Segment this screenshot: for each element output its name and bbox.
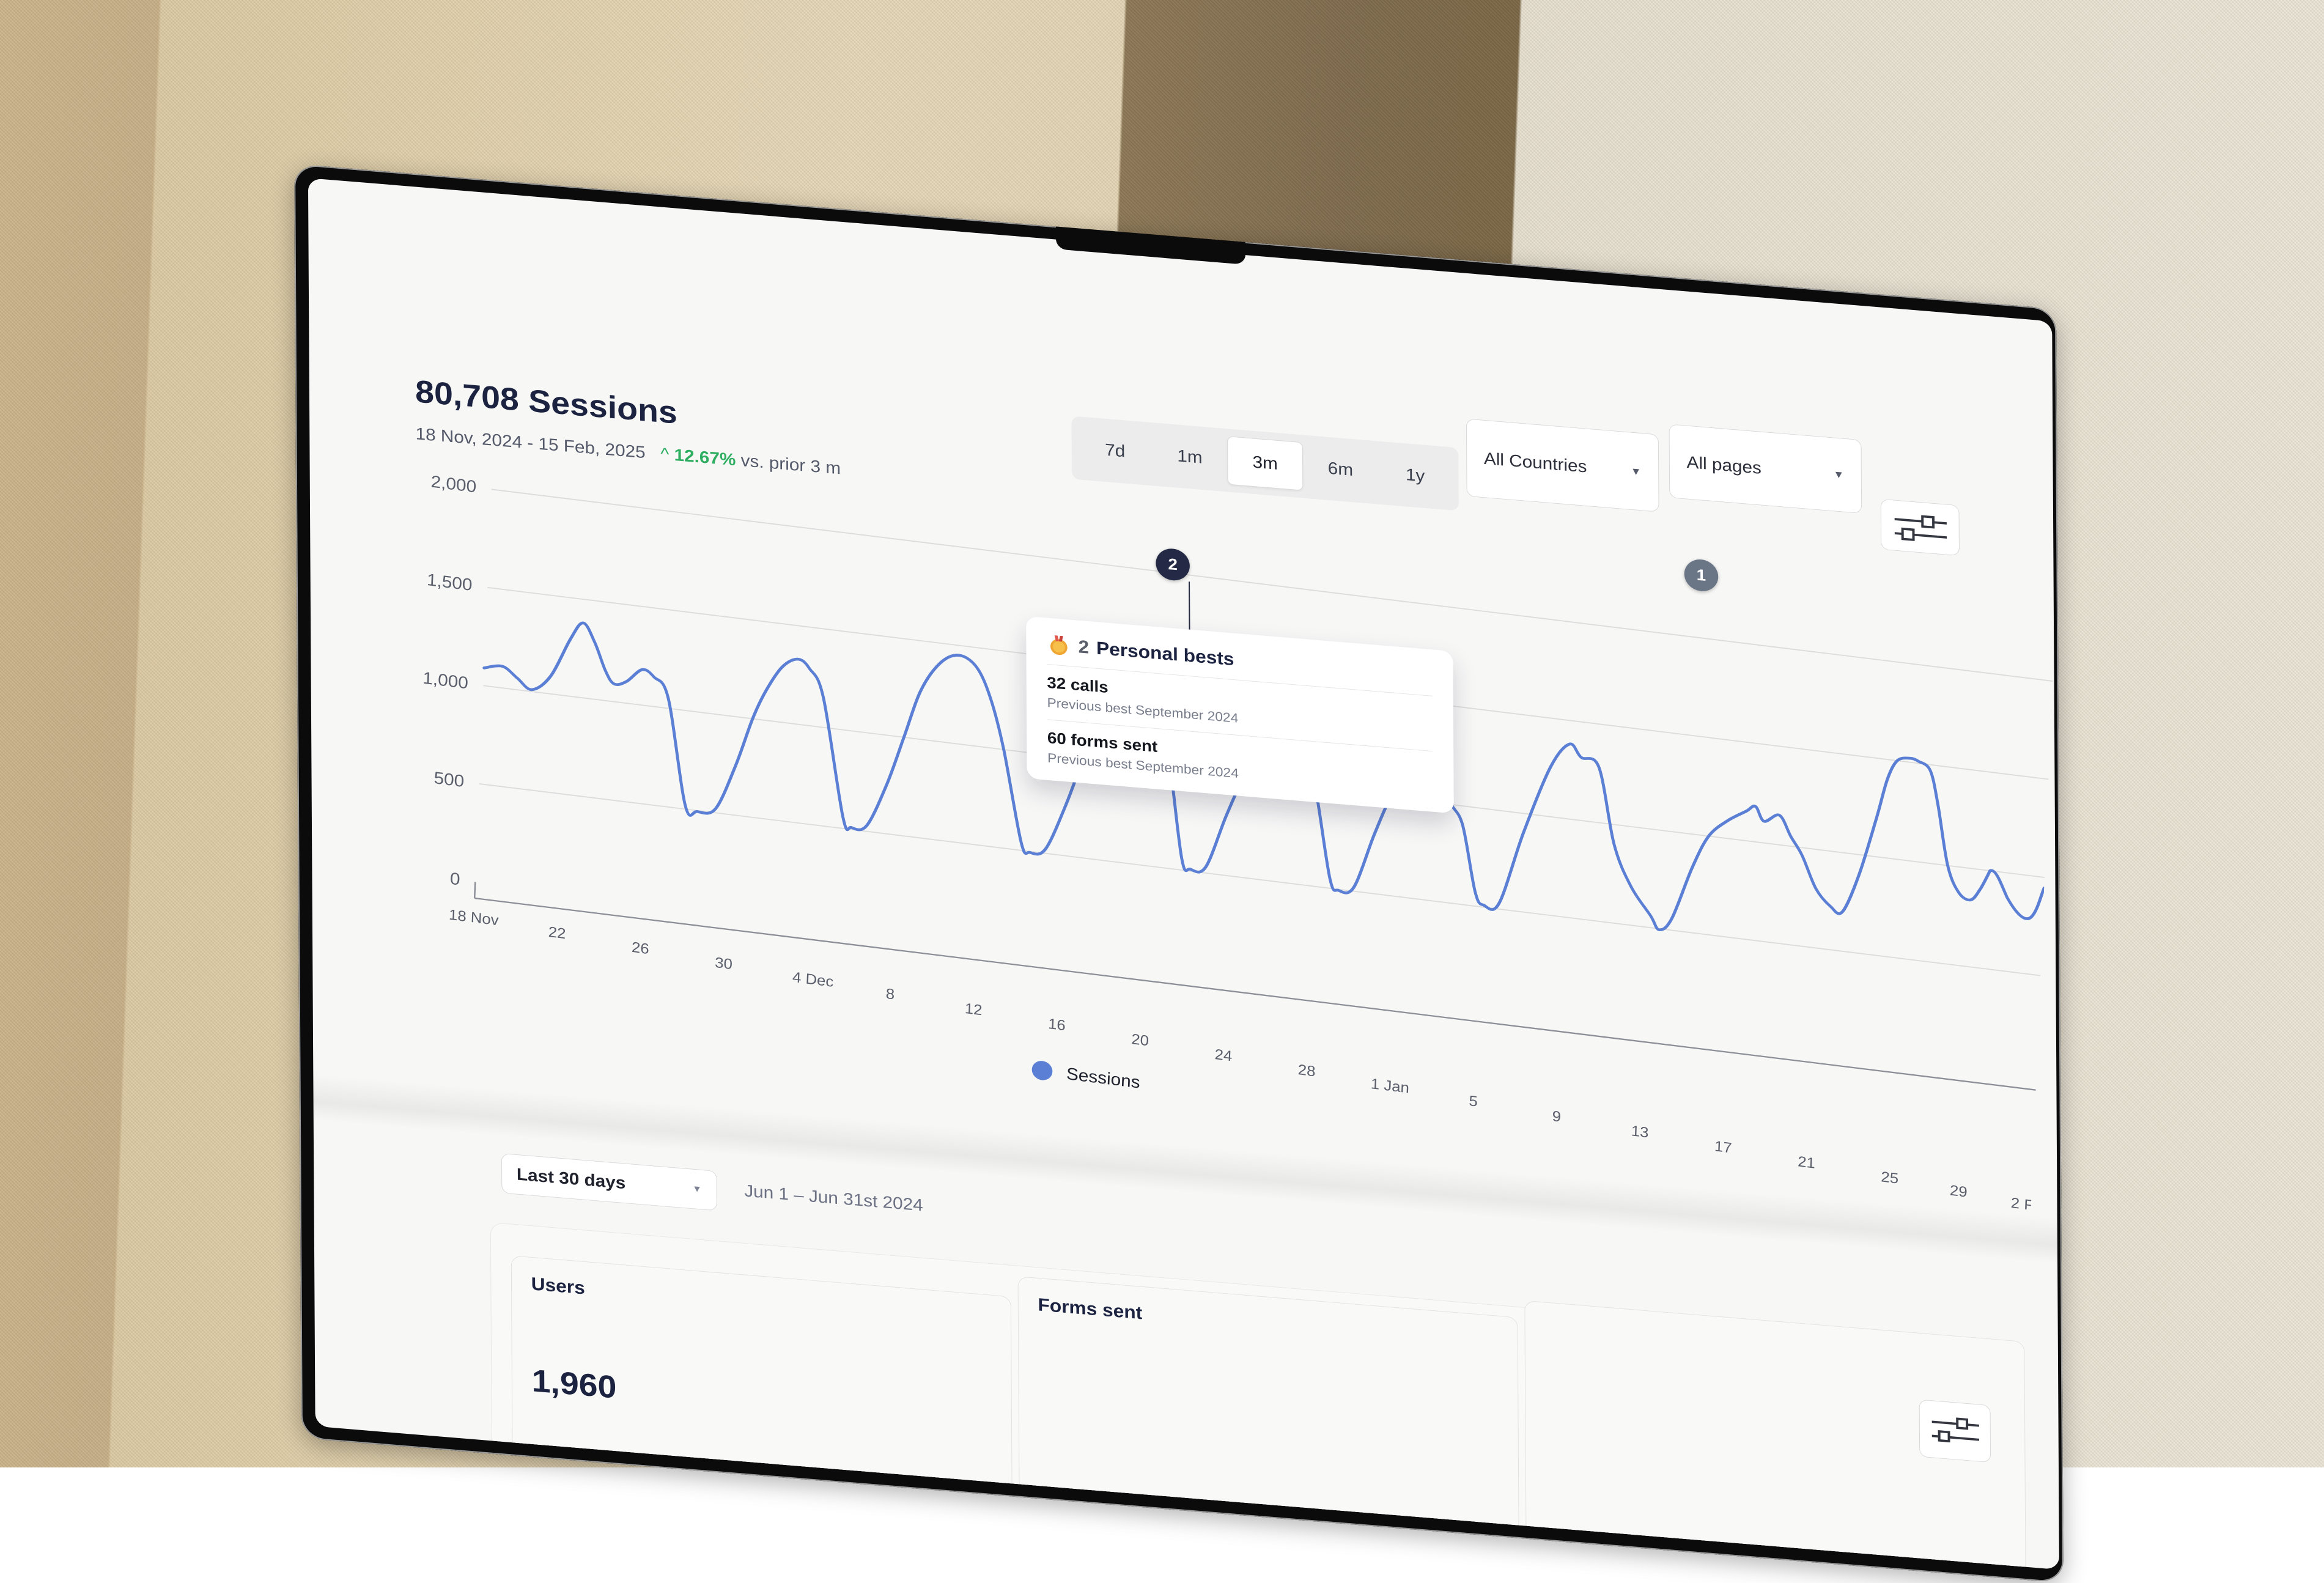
svg-text:21: 21 — [1798, 1153, 1816, 1172]
svg-text:4 Dec: 4 Dec — [792, 969, 834, 991]
svg-text:2,000: 2,000 — [430, 472, 477, 496]
svg-text:25: 25 — [1881, 1168, 1899, 1187]
svg-text:17: 17 — [1714, 1138, 1732, 1156]
svg-text:24: 24 — [1214, 1046, 1233, 1065]
svg-text:12: 12 — [964, 1000, 983, 1019]
svg-text:500: 500 — [433, 769, 465, 791]
svg-text:22: 22 — [548, 924, 566, 942]
svg-text:Sessions: Sessions — [1066, 1065, 1140, 1092]
svg-text:0: 0 — [449, 869, 460, 890]
svg-text:29: 29 — [1949, 1182, 1968, 1200]
svg-text:18 Nov: 18 Nov — [449, 906, 500, 929]
svg-text:1,000: 1,000 — [422, 669, 469, 693]
svg-text:28: 28 — [1297, 1061, 1316, 1080]
svg-text:16: 16 — [1048, 1016, 1066, 1034]
svg-text:20: 20 — [1131, 1031, 1149, 1049]
svg-text:26: 26 — [631, 939, 649, 958]
svg-text:8: 8 — [885, 986, 895, 1003]
svg-text:9: 9 — [1552, 1108, 1561, 1126]
svg-text:2 Feb: 2 Feb — [2010, 1195, 2051, 1216]
svg-text:13: 13 — [1631, 1123, 1649, 1141]
svg-text:1,500: 1,500 — [427, 570, 473, 595]
svg-text:30: 30 — [715, 954, 733, 973]
svg-text:1 Jan: 1 Jan — [1370, 1076, 1409, 1097]
svg-text:5: 5 — [1469, 1093, 1478, 1110]
